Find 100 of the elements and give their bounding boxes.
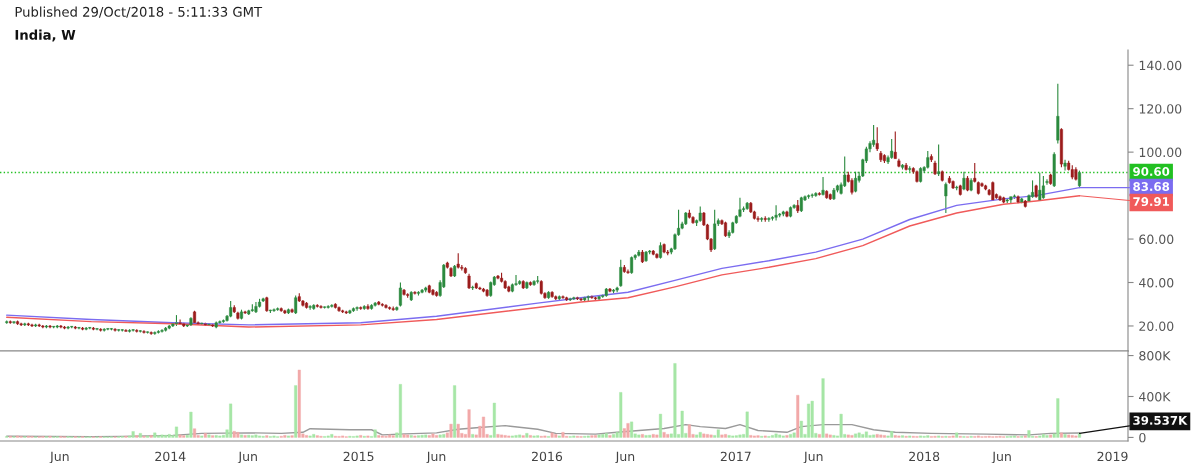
bar	[1063, 434, 1067, 438]
bar	[662, 432, 666, 438]
bar	[720, 434, 724, 438]
candlestick	[319, 304, 323, 310]
bar	[131, 431, 135, 438]
candlestick	[366, 303, 370, 311]
bar	[673, 363, 677, 438]
candlestick	[756, 215, 760, 223]
bar	[882, 435, 886, 438]
bar	[709, 434, 713, 438]
bar	[496, 434, 500, 438]
candlestick	[626, 268, 630, 275]
bar	[297, 369, 301, 438]
bar	[864, 431, 868, 438]
bar	[503, 435, 507, 438]
x-tick-label: 2019	[1097, 451, 1128, 462]
bar	[254, 434, 258, 438]
candlestick	[305, 301, 309, 310]
bar	[890, 431, 894, 438]
bar	[828, 434, 832, 438]
bar	[893, 435, 897, 438]
candlestick	[63, 325, 66, 330]
y-tick-label: 20.00	[1139, 321, 1174, 331]
x-tick-label: Jun	[426, 451, 446, 463]
text: Published 29/Oct/2018 - 5:11:33 GMT	[15, 6, 263, 18]
candlestick	[767, 216, 771, 223]
bar	[658, 413, 662, 438]
bar	[467, 409, 471, 438]
bar	[612, 434, 616, 438]
bar	[807, 403, 811, 438]
bar	[832, 435, 836, 438]
y-tick-label: 0	[1139, 432, 1146, 443]
x-tick-label: 2017	[720, 451, 751, 462]
x-tick-label: Jun	[614, 451, 635, 463]
candlestick	[12, 321, 16, 325]
bar	[825, 433, 829, 438]
x-tick-label: Jun	[237, 451, 257, 463]
chart-title: India, W	[15, 29, 76, 42]
bar	[796, 395, 800, 438]
bar	[789, 434, 793, 438]
bar	[839, 413, 843, 438]
y-tick-label: 60.00	[1139, 234, 1174, 244]
bar	[626, 423, 630, 438]
bar	[514, 435, 518, 438]
y-tick-label: 400K	[1139, 391, 1171, 402]
candlestick	[482, 287, 485, 293]
bar	[456, 423, 460, 438]
x-tick-label: 2015	[343, 451, 374, 462]
candlestick	[890, 138, 894, 160]
bar	[1070, 435, 1074, 438]
bar	[604, 433, 608, 438]
bar	[373, 429, 377, 438]
bar	[236, 432, 240, 438]
bar	[687, 424, 691, 438]
annotation: 83.68	[1133, 182, 1170, 192]
annotation: 79.91	[1133, 197, 1170, 207]
bar	[243, 435, 247, 438]
bar	[500, 434, 504, 438]
ref-line-label: 90.60	[1133, 167, 1170, 176]
candlestick	[308, 304, 312, 311]
bar	[879, 434, 883, 438]
bar	[482, 416, 485, 438]
candlestick	[724, 221, 728, 238]
bar	[727, 435, 731, 438]
bar	[1056, 398, 1060, 438]
bar	[550, 432, 554, 438]
candlestick	[124, 328, 128, 332]
bar	[850, 435, 854, 438]
bar	[420, 434, 424, 438]
x-tick-label: 2016	[531, 451, 563, 462]
bar	[167, 434, 171, 438]
bar	[955, 432, 959, 438]
bar	[745, 411, 749, 438]
bar	[644, 435, 648, 438]
candlestick	[944, 181, 948, 214]
candlestick	[178, 318, 182, 325]
bar	[608, 435, 612, 438]
bar	[402, 434, 406, 438]
bar	[716, 429, 720, 438]
bar	[705, 434, 709, 438]
annotation: 39.537K	[1133, 415, 1188, 425]
x-tick-label: 2018	[909, 451, 940, 462]
bar	[821, 378, 825, 438]
candlestick	[1038, 172, 1042, 202]
candlestick	[1056, 83, 1060, 144]
candlestick	[872, 124, 876, 148]
bar	[630, 421, 634, 438]
bar	[601, 434, 605, 438]
x-tick-label: 2014	[155, 451, 186, 462]
candlestick	[774, 204, 778, 222]
candlestick	[901, 163, 904, 171]
candlestick	[1012, 193, 1016, 200]
y-tick-label: 40.00	[1139, 277, 1174, 288]
bar	[398, 384, 402, 438]
x-tick-label: Jun	[991, 451, 1011, 463]
bar	[854, 433, 858, 438]
bar	[232, 431, 236, 438]
bar	[492, 402, 496, 438]
bar	[561, 432, 565, 438]
candlestick	[142, 329, 146, 335]
